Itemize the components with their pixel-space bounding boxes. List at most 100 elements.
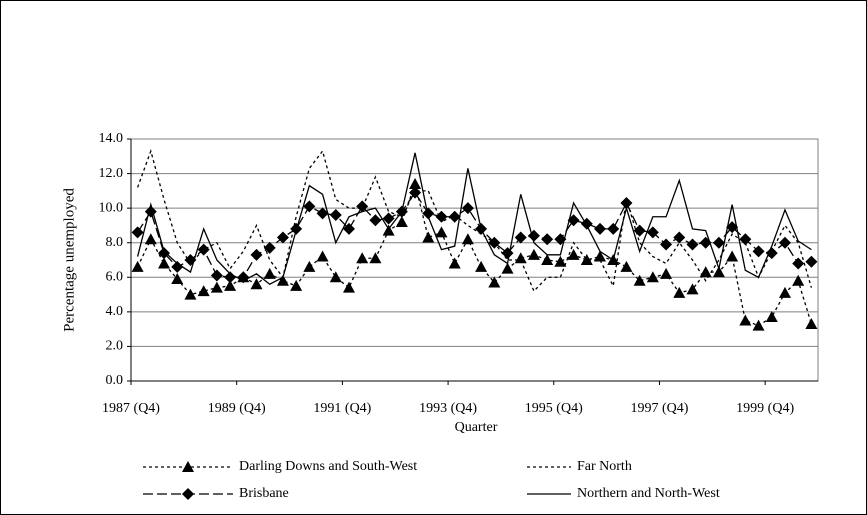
data-point (778, 286, 791, 298)
data-point (554, 255, 567, 267)
data-point (475, 260, 488, 272)
data-point (778, 236, 791, 249)
data-point (250, 248, 263, 261)
data-point (620, 196, 633, 209)
data-point (673, 231, 686, 244)
data-point (660, 238, 673, 251)
data-point (620, 260, 633, 272)
data-point (409, 177, 422, 189)
data-point (131, 260, 144, 272)
data-point (237, 271, 250, 284)
legend-label: Northern and North-West (577, 486, 720, 501)
data-point (686, 283, 699, 295)
data-point (224, 279, 237, 291)
data-point (382, 212, 395, 225)
data-point (712, 266, 725, 278)
data-point (646, 226, 659, 239)
data-point (435, 226, 448, 238)
data-point (633, 224, 646, 237)
data-point (541, 233, 554, 246)
data-point (792, 274, 805, 286)
data-point (527, 248, 540, 260)
y-tick-label: 2.0 (106, 339, 124, 354)
data-point (567, 248, 580, 260)
data-point (395, 215, 408, 227)
legend-label: Darling Downs and South-West (239, 459, 417, 474)
data-point (435, 210, 448, 223)
y-axis-label: Percentage unemployed (61, 188, 77, 332)
data-point (171, 260, 184, 273)
data-point (356, 200, 369, 213)
data-point (316, 250, 329, 262)
series-line (137, 191, 812, 278)
data-point (210, 269, 223, 282)
data-point (633, 274, 646, 286)
data-point (329, 271, 342, 283)
data-point (197, 243, 210, 256)
y-tick-label: 0.0 (106, 373, 124, 388)
data-point (144, 233, 157, 245)
x-tick-label: 1987 (Q4) (102, 401, 160, 416)
data-point (158, 257, 171, 269)
data-point (356, 252, 369, 264)
y-tick-label: 8.0 (106, 235, 124, 250)
x-tick-label: 1989 (Q4) (208, 401, 266, 416)
data-point (699, 266, 712, 278)
data-point (752, 245, 765, 258)
series-line (136, 148, 813, 293)
data-point (739, 233, 752, 246)
data-point (686, 238, 699, 251)
data-point (303, 260, 316, 272)
x-tick-label: 1995 (Q4) (525, 401, 583, 416)
y-tick-label: 6.0 (106, 270, 124, 285)
data-point (329, 209, 342, 222)
data-point (739, 314, 752, 326)
data-point (369, 214, 382, 227)
data-point (580, 254, 593, 265)
series-line (137, 181, 813, 327)
data-point (501, 262, 514, 274)
data-point (765, 247, 778, 260)
legend-label: Brisbane (239, 486, 289, 501)
data-point (342, 222, 355, 235)
y-tick-label: 14.0 (99, 131, 124, 146)
x-tick-label: 1999 (Q4) (736, 401, 794, 416)
data-point (726, 250, 739, 262)
data-point (594, 222, 607, 235)
data-point (276, 231, 289, 244)
data-point (197, 285, 210, 297)
data-point (461, 202, 474, 215)
data-point (448, 257, 461, 269)
data-point (210, 281, 223, 293)
y-tick-label: 4.0 (106, 304, 124, 319)
series-line (136, 152, 812, 285)
data-point (660, 267, 673, 279)
data-point (171, 273, 184, 285)
data-point (805, 317, 818, 329)
data-point (673, 286, 686, 298)
data-point (448, 210, 461, 223)
y-tick-label: 10.0 (99, 200, 124, 215)
legend-marker (182, 488, 194, 500)
data-point (382, 224, 395, 236)
data-point (316, 207, 329, 220)
data-point (263, 267, 276, 279)
data-point (250, 278, 263, 290)
plot-area (130, 138, 819, 382)
data-point (594, 250, 607, 262)
data-point (726, 221, 739, 234)
x-tick-label: 1993 (Q4) (419, 401, 477, 416)
x-tick-label: 1991 (Q4) (313, 401, 371, 416)
x-axis-label: Quarter (455, 420, 498, 435)
data-point (303, 200, 316, 213)
data-point (422, 207, 435, 220)
data-point (131, 226, 144, 239)
data-point (488, 276, 501, 288)
data-point (488, 236, 501, 249)
data-point (224, 271, 237, 284)
data-point (805, 255, 818, 268)
data-point (422, 231, 435, 243)
data-point (501, 247, 514, 260)
data-point (158, 247, 171, 260)
